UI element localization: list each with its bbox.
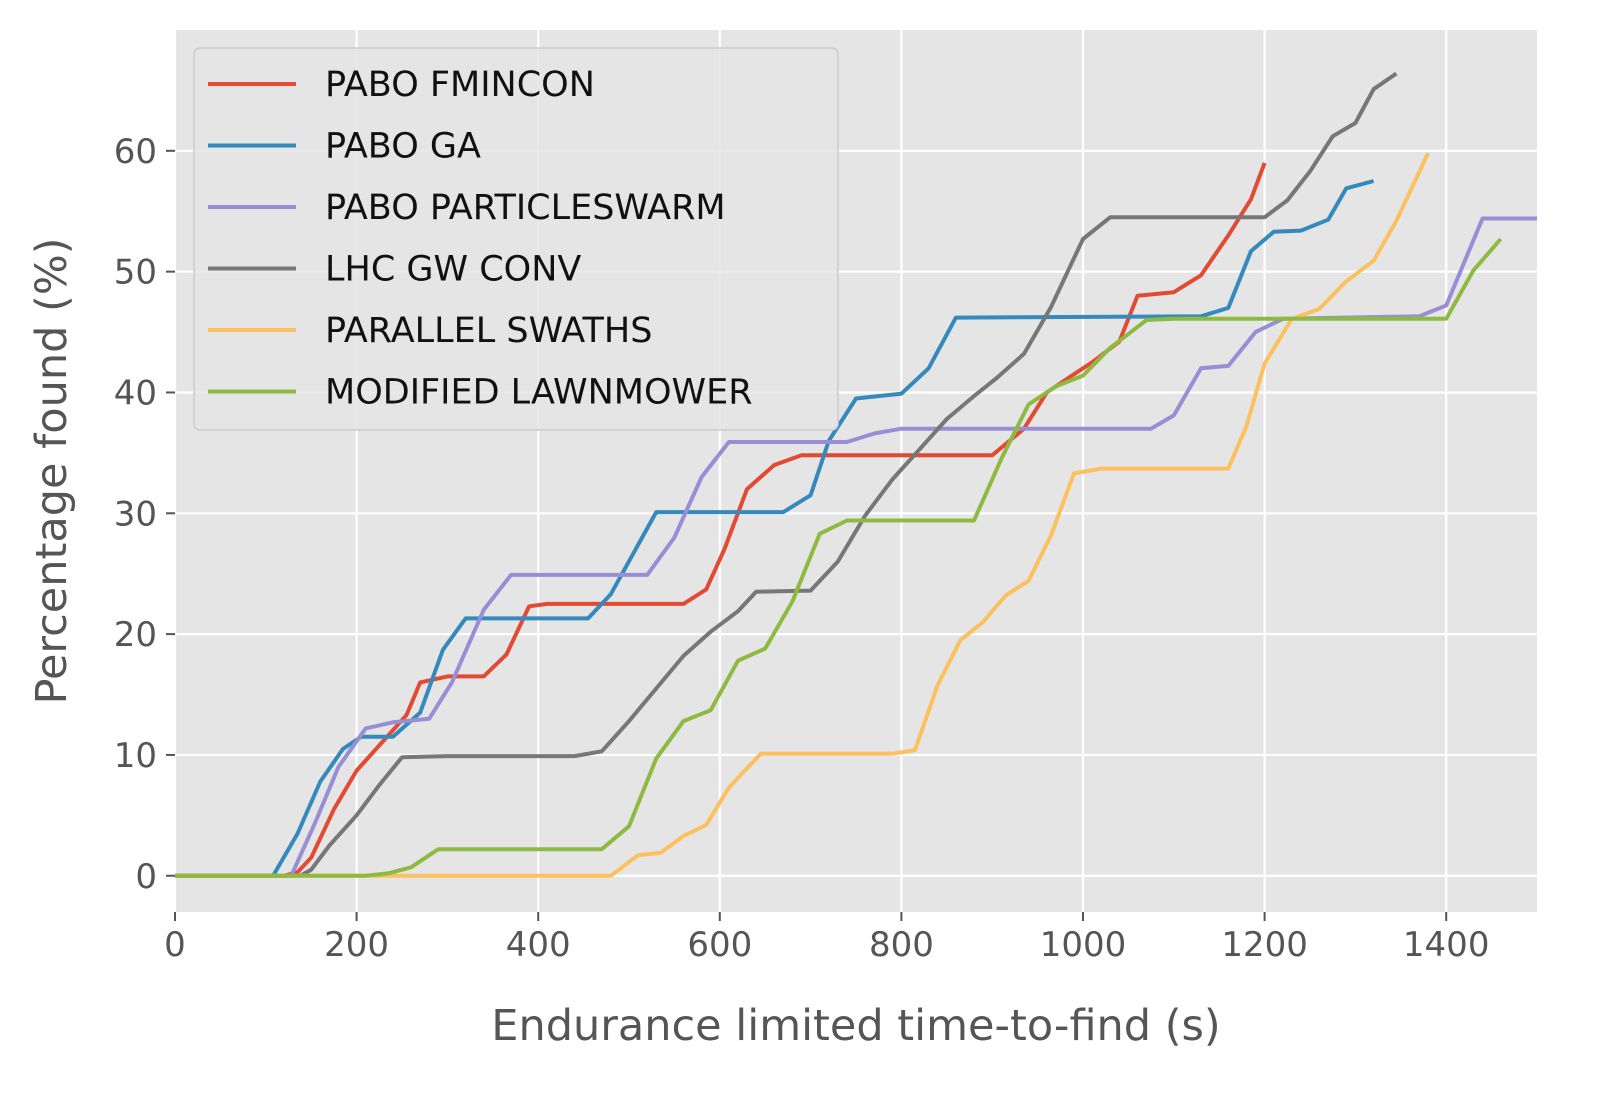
legend-entry: PABO GA [325,127,481,167]
legend-entry: LHC GW CONV [325,250,581,290]
x-tick-label: 0 [164,925,186,965]
x-tick-label: 600 [687,925,752,965]
x-tick-label: 1400 [1403,925,1490,965]
y-tick-label: 0 [135,857,157,897]
y-axis-label: Percentage found (%) [27,238,77,705]
x-tick-label: 400 [506,925,571,965]
legend-entry: MODIFIED LAWNMOWER [325,373,753,413]
y-tick-label: 40 [114,373,157,413]
series-line [175,179,1375,878]
legend-entry: PABO FMINCON [325,65,595,105]
x-tick-label: 800 [869,925,934,965]
y-tick-label: 30 [114,494,157,534]
series-line [175,71,1398,878]
y-tick-label: 20 [114,615,157,655]
legend-entry: PABO PARTICLESWARM [325,188,726,228]
y-tick-label: 60 [114,132,157,172]
x-tick-label: 1200 [1221,925,1308,965]
series-line [175,237,1503,878]
axis-ticks: 0 200 400 600 800 1000 1200 1400 0 10 20 30 40 50 60 [114,132,1490,965]
series-line [175,152,1430,878]
series-line [175,162,1267,878]
x-tick-label: 200 [324,925,389,965]
y-tick-label: 10 [114,736,157,776]
series-line [175,216,1537,878]
legend-box [193,47,839,431]
x-tick-label: 1000 [1040,925,1127,965]
y-tick-label: 50 [114,253,157,293]
data-series [175,71,1537,878]
legend-entry: PARALLEL SWATHS [325,311,652,351]
legend: PABO FMINCON PABO GA PABO PARTICLESWARM LHC… [193,47,839,431]
x-axis-label: Endurance limited time-to-find (s) [491,1001,1220,1051]
